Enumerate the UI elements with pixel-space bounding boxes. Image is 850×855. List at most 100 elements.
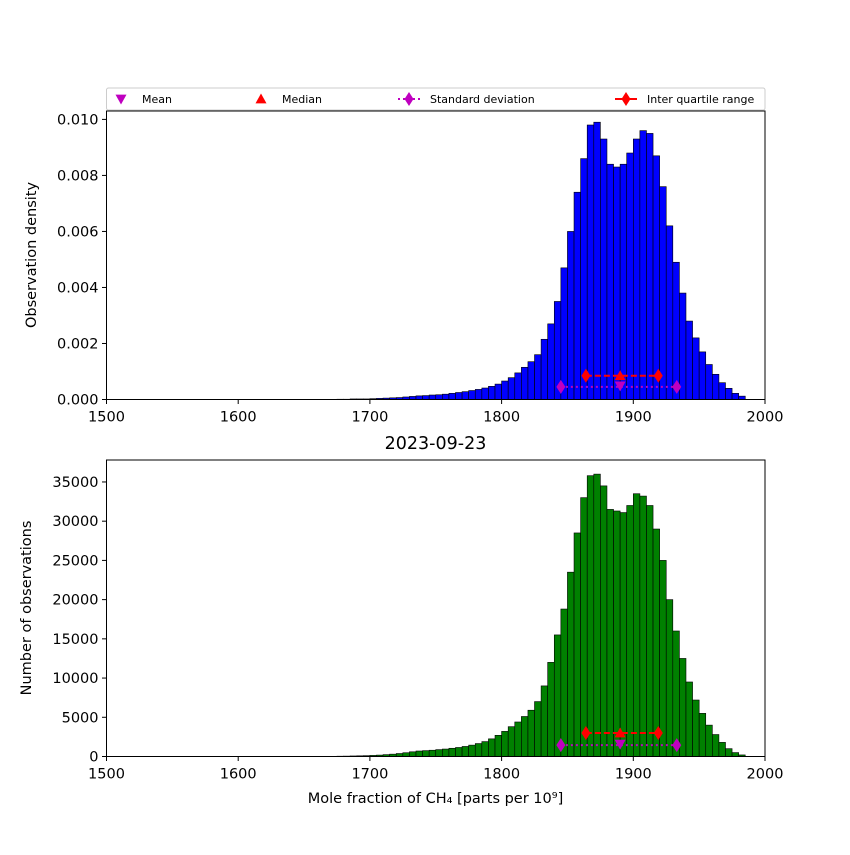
bar	[567, 231, 574, 399]
legend-label: Mean	[142, 93, 172, 106]
bar	[660, 560, 667, 756]
x-tick-label: 2000	[747, 767, 784, 783]
bar	[548, 324, 555, 400]
bars	[337, 474, 745, 756]
y-tick-label: 0.006	[57, 224, 99, 240]
bar	[653, 156, 660, 400]
y-tick-label: 10000	[52, 671, 98, 687]
bar	[607, 164, 614, 399]
bar	[732, 393, 739, 399]
legend-label: Standard deviation	[430, 93, 535, 106]
bar	[693, 338, 700, 400]
x-tick-label: 1500	[88, 767, 125, 783]
y-tick-label: 35000	[52, 475, 98, 491]
bar	[614, 511, 621, 757]
x-tick-label: 1500	[88, 410, 125, 426]
bar	[693, 700, 700, 756]
bar	[607, 509, 614, 756]
bar	[469, 391, 476, 400]
bar	[614, 167, 621, 399]
bar	[581, 159, 588, 400]
bar	[482, 742, 489, 757]
bar	[482, 388, 489, 399]
x-tick-label: 1700	[351, 410, 388, 426]
y-tick-label: 0	[89, 750, 98, 766]
bar	[475, 389, 482, 399]
y-tick-label: 20000	[52, 593, 98, 609]
bar	[541, 686, 548, 757]
bar	[633, 494, 640, 757]
bar	[442, 749, 449, 756]
bar	[469, 745, 476, 756]
y-tick-label: 15000	[52, 632, 98, 648]
bar	[620, 164, 627, 399]
bar	[462, 392, 469, 400]
legend-label: Median	[282, 93, 322, 106]
x-tick-label: 1700	[351, 767, 388, 783]
bar	[732, 753, 739, 757]
bar	[679, 293, 686, 399]
y-tick-label: 5000	[62, 710, 99, 726]
bars	[337, 122, 745, 399]
bar	[627, 505, 634, 756]
bar	[686, 682, 693, 757]
bar	[456, 747, 463, 756]
bar	[535, 355, 542, 400]
y-tick-label: 0.000	[57, 393, 99, 409]
y-tick-label: 0.010	[57, 112, 99, 128]
bar	[725, 388, 732, 399]
bar	[660, 187, 667, 400]
bar	[449, 748, 456, 756]
bar	[502, 731, 509, 756]
x-tick-label: 1600	[220, 767, 257, 783]
bar	[502, 381, 509, 399]
x-tick-label: 1800	[483, 410, 520, 426]
bar	[706, 364, 713, 399]
bar	[488, 386, 495, 399]
bar	[475, 744, 482, 757]
bar	[508, 378, 515, 400]
bar	[633, 139, 640, 399]
bar	[528, 710, 535, 756]
bar	[719, 742, 726, 756]
bar	[646, 505, 653, 756]
x-axis-label: Mole fraction of CH₄ [parts per 10⁹]	[308, 791, 563, 807]
bar	[535, 702, 542, 757]
bar	[627, 153, 634, 399]
bar	[673, 262, 680, 399]
x-tick-label: 1800	[483, 767, 520, 783]
bar	[528, 362, 535, 400]
bar	[739, 396, 746, 399]
bar	[666, 226, 673, 400]
bar	[515, 373, 522, 400]
bar	[712, 735, 719, 757]
bar	[548, 662, 555, 756]
bar	[409, 752, 416, 757]
bar	[600, 139, 607, 399]
bar	[429, 395, 436, 399]
bar	[521, 716, 528, 756]
bar	[567, 572, 574, 756]
x-tick-label: 2000	[747, 410, 784, 426]
bar	[679, 658, 686, 756]
bar	[699, 352, 706, 400]
bar	[541, 339, 548, 399]
bar	[574, 192, 581, 399]
bar	[442, 394, 449, 399]
bar	[719, 383, 726, 400]
bar	[495, 384, 502, 399]
bar	[725, 749, 732, 757]
bar	[416, 751, 423, 756]
x-tick-label: 1600	[220, 410, 257, 426]
bar	[488, 739, 495, 757]
count-histogram-panel: 2023-09-23 Number of observations Mole f…	[19, 434, 783, 807]
y-tick-label: 0.002	[57, 336, 99, 352]
x-tick-label: 1900	[615, 767, 652, 783]
bar	[554, 635, 561, 757]
bar	[640, 496, 647, 756]
bar	[673, 631, 680, 757]
bar	[495, 735, 502, 756]
bar	[686, 321, 693, 399]
bar	[574, 533, 581, 757]
